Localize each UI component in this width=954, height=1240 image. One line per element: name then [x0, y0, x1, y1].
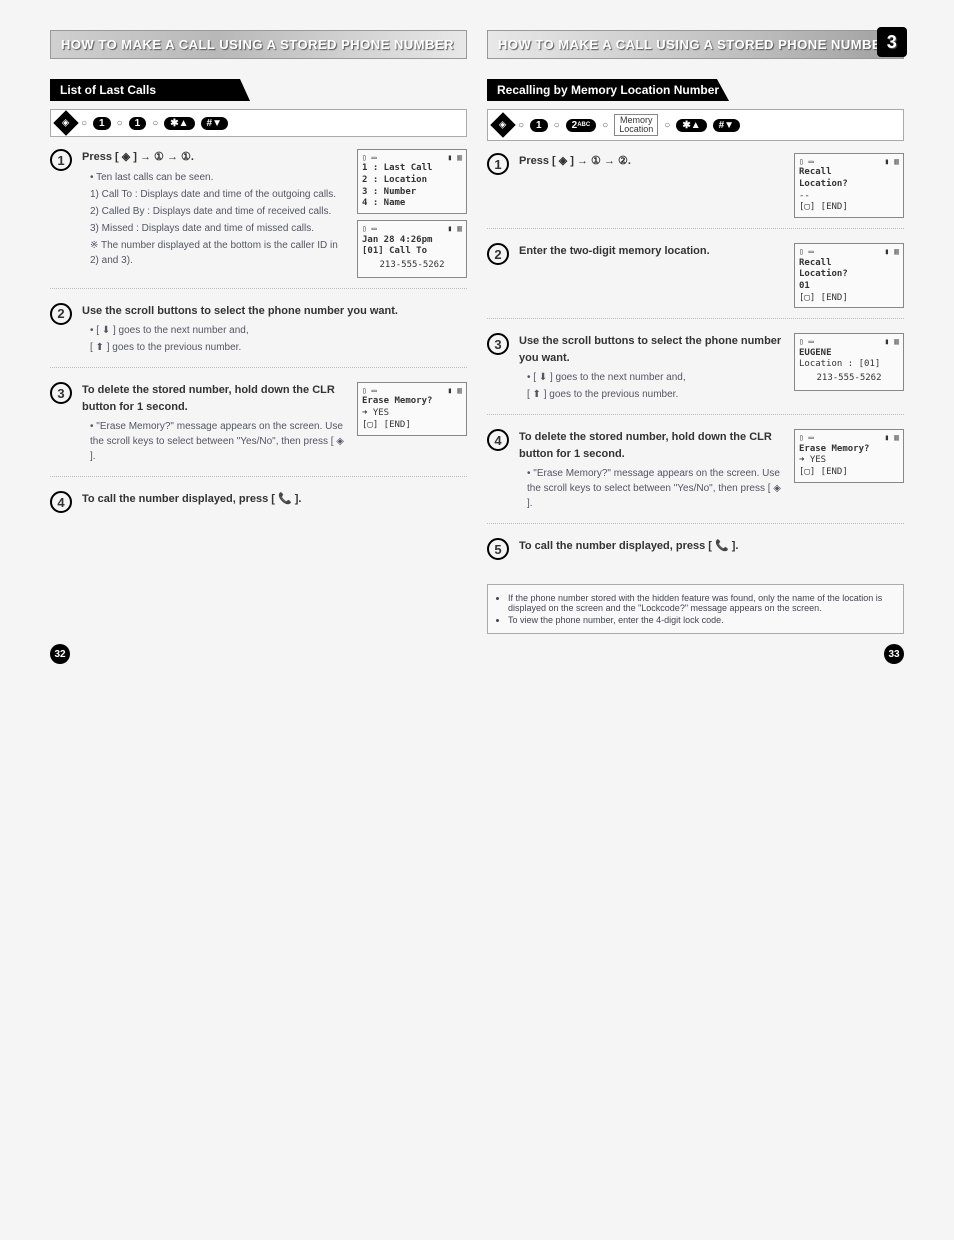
note-box: If the phone number stored with the hidd…: [487, 584, 904, 634]
step-sub: [ ⬆ ] goes to the previous number.: [90, 340, 467, 355]
step-number: 5: [487, 538, 509, 560]
step-number: 1: [487, 153, 509, 175]
page-number-right: 33: [884, 644, 904, 664]
step-main: Press [ ◈ ] → ① → ①.: [82, 149, 347, 166]
step-number: 4: [50, 491, 72, 513]
step-sub: 3) Missed : Displays date and time of mi…: [90, 221, 347, 236]
phone-screen: ▯ ▭▮ ▥ Erase Memory? ➜ YES [▢] [END]: [794, 429, 904, 482]
step-sub: 2) Called By : Displays date and time of…: [90, 204, 347, 219]
key-2: 2ABC: [566, 119, 597, 132]
step-3-left: 3 To delete the stored number, hold down…: [50, 382, 467, 477]
step-4-left: 4 To call the number displayed, press [ …: [50, 491, 467, 523]
note-item: To view the phone number, enter the 4-di…: [508, 615, 895, 625]
arrow-icon: ○: [518, 120, 524, 131]
step-number: 3: [487, 333, 509, 355]
phone-screen: ▯ ▭▮ ▥ Recall Location? 01 [▢] [END]: [794, 243, 904, 308]
step-sub: • [ ⬇ ] goes to the next number and,: [90, 323, 467, 338]
step-body: To delete the stored number, hold down t…: [519, 429, 784, 513]
step-number: 2: [50, 303, 72, 325]
step-number: 1: [50, 149, 72, 171]
menu-icon: ◈: [53, 110, 78, 135]
key-sequence-right: ◈ ○ 1 ○ 2ABC ○ Memory Location ○ ✱▲ #▼: [487, 109, 904, 141]
key-sequence-left: ◈ ○ 1 ○ 1 ○ ✱▲ #▼: [50, 109, 467, 137]
step-1-left: 1 Press [ ◈ ] → ① → ①. • Ten last calls …: [50, 149, 467, 289]
chapter-number: 3: [877, 27, 907, 57]
menu-icon: ◈: [490, 112, 515, 137]
step-main: Use the scroll buttons to select the pho…: [519, 333, 784, 366]
step-3-right: 3 Use the scroll buttons to select the p…: [487, 333, 904, 415]
key-1: 1: [93, 117, 111, 130]
arrow-icon: ○: [664, 120, 670, 131]
step-main: To call the number displayed, press [ 📞 …: [82, 491, 467, 508]
step-sub: 1) Call To : Displays date and time of t…: [90, 187, 347, 202]
arrow-icon: ○: [152, 118, 158, 129]
key-hash: #▼: [713, 119, 740, 132]
step-bullet: • Ten last calls can be seen.: [90, 170, 347, 185]
step-sub: • "Erase Memory?" message appears on the…: [527, 466, 784, 511]
phone-screen: ▯ ▭▮ ▥ EUGENE Location : [01] 213-555-52…: [794, 333, 904, 390]
step-1-right: 1 Press [ ◈ ] → ① → ②. ▯ ▭▮ ▥ Recall Loc…: [487, 153, 904, 229]
header-right: HOW TO MAKE A CALL USING A STORED PHONE …: [487, 30, 904, 59]
step-number: 3: [50, 382, 72, 404]
step-body: Use the scroll buttons to select the pho…: [519, 333, 784, 404]
header-left: HOW TO MAKE A CALL USING A STORED PHONE …: [50, 30, 467, 59]
step-sub: • [ ⬇ ] goes to the next number and,: [527, 370, 784, 385]
arrow-icon: ○: [81, 118, 87, 129]
step-number: 4: [487, 429, 509, 451]
note-item: If the phone number stored with the hidd…: [508, 593, 895, 613]
step-sub: ※ The number displayed at the bottom is …: [90, 238, 347, 268]
memory-location-key: Memory Location: [614, 114, 658, 136]
step-2-left: 2 Use the scroll buttons to select the p…: [50, 303, 467, 369]
step-number: 2: [487, 243, 509, 265]
left-page: HOW TO MAKE A CALL USING A STORED PHONE …: [40, 30, 477, 634]
step-main: To delete the stored number, hold down t…: [82, 382, 347, 415]
phone-screen: ▯ ▭▮ ▥ Recall Location? -- [▢] [END]: [794, 153, 904, 218]
step-2-right: 2 Enter the two-digit memory location. ▯…: [487, 243, 904, 319]
step-main: Press [ ◈ ] → ① → ②.: [519, 153, 784, 170]
step-body: Press [ ◈ ] → ① → ①. • Ten last calls ca…: [82, 149, 347, 278]
step-body: Use the scroll buttons to select the pho…: [82, 303, 467, 358]
step-body: Enter the two-digit memory location.: [519, 243, 784, 308]
step-sub: • "Erase Memory?" message appears on the…: [90, 419, 347, 464]
step-body: To call the number displayed, press [ 📞 …: [82, 491, 467, 513]
step-main: Use the scroll buttons to select the pho…: [82, 303, 467, 320]
right-page: HOW TO MAKE A CALL USING A STORED PHONE …: [477, 30, 914, 634]
step-body: To delete the stored number, hold down t…: [82, 382, 347, 466]
key-1b: 1: [129, 117, 147, 130]
arrow-icon: ○: [117, 118, 123, 129]
section-title-left: List of Last Calls: [50, 79, 250, 101]
phone-screen: ▯ ▭▮ ▥ Erase Memory? ➜ YES [▢] [END]: [357, 382, 467, 435]
step-5-right: 5 To call the number displayed, press [ …: [487, 538, 904, 570]
key-star: ✱▲: [676, 119, 706, 132]
key-hash: #▼: [201, 117, 228, 130]
section-title-right: Recalling by Memory Location Number: [487, 79, 729, 101]
page-number-left: 32: [50, 644, 70, 664]
key-1: 1: [530, 119, 548, 132]
step-main: To delete the stored number, hold down t…: [519, 429, 784, 462]
step-body: Press [ ◈ ] → ① → ②.: [519, 153, 784, 218]
key-star: ✱▲: [164, 117, 194, 130]
arrow-icon: ○: [602, 120, 608, 131]
step-4-right: 4 To delete the stored number, hold down…: [487, 429, 904, 524]
step-body: To call the number displayed, press [ 📞 …: [519, 538, 904, 560]
step-main: Enter the two-digit memory location.: [519, 243, 784, 260]
phone-screen: ▯ ▭▮ ▥ Jan 28 4:26pm [01] Call To 213-55…: [357, 220, 467, 277]
arrow-icon: ○: [554, 120, 560, 131]
header-text: HOW TO MAKE A CALL USING A STORED PHONE …: [498, 37, 891, 52]
step-main: To call the number displayed, press [ 📞 …: [519, 538, 904, 555]
step-sub: [ ⬆ ] goes to the previous number.: [527, 387, 784, 402]
phone-screen: ▯ ▭▮ ▥ 1 : Last Call 2 : Location 3 : Nu…: [357, 149, 467, 214]
